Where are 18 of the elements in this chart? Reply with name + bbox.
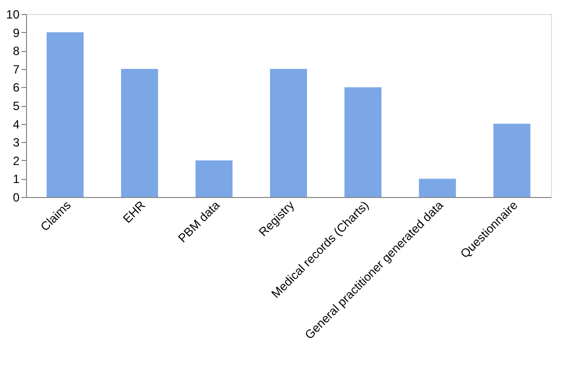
y-tick-label: 1 <box>12 172 20 186</box>
bar <box>46 32 84 197</box>
y-tick-label: 7 <box>12 62 20 76</box>
bar <box>121 68 158 197</box>
y-tick-label: 8 <box>12 44 20 58</box>
y-tick-label: 3 <box>12 136 20 150</box>
bar <box>344 87 382 197</box>
bar <box>196 160 233 197</box>
y-tick-label: 6 <box>12 80 20 95</box>
y-tick-label: 10 <box>6 8 20 22</box>
y-tick-label: 9 <box>12 26 20 40</box>
y-tick-label: 2 <box>12 154 20 168</box>
bar <box>270 68 307 197</box>
bar <box>493 124 530 197</box>
y-tick-label: 4 <box>12 117 20 132</box>
y-tick-label: 5 <box>12 99 20 113</box>
y-tick-label: 0 <box>12 190 20 204</box>
bar <box>418 178 456 197</box>
